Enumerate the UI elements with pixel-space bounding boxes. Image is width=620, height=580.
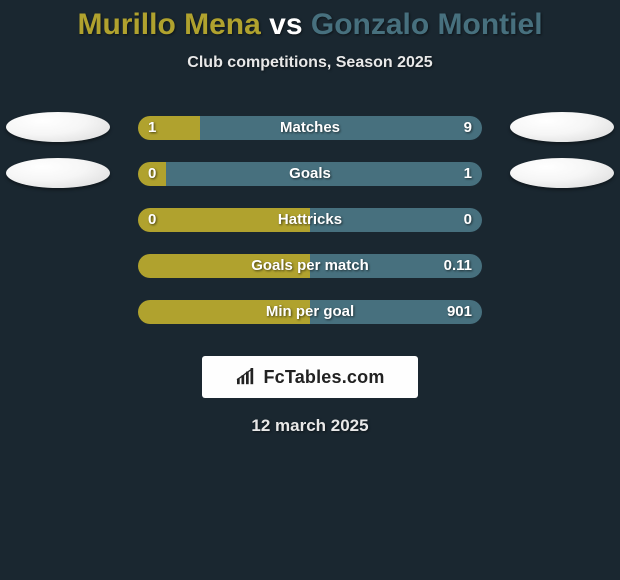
stat-label: Goals per match [138, 254, 482, 278]
stat-label: Matches [138, 116, 482, 140]
stat-label: Goals [138, 162, 482, 186]
stat-row: 0.11Goals per match [0, 248, 620, 294]
player2-orb [510, 112, 614, 142]
player1-orb [6, 158, 110, 188]
player1-orb [6, 112, 110, 142]
stat-row: 901Min per goal [0, 294, 620, 340]
stat-label: Min per goal [138, 300, 482, 324]
vs-text: vs [269, 8, 302, 41]
bar-chart-icon [235, 368, 257, 386]
date: 12 march 2025 [0, 416, 620, 436]
stat-label: Hattricks [138, 208, 482, 232]
stats-container: 19Matches01Goals00Hattricks0.11Goals per… [0, 110, 620, 340]
logo-text: FcTables.com [263, 367, 384, 388]
logo-box[interactable]: FcTables.com [202, 356, 418, 398]
player2-orb [510, 158, 614, 188]
stat-row: 19Matches [0, 110, 620, 156]
player2-name: Gonzalo Montiel [311, 8, 543, 41]
player1-name: Murillo Mena [77, 8, 260, 41]
comparison-title: Murillo Mena vs Gonzalo Montiel [0, 0, 620, 42]
stat-row: 00Hattricks [0, 202, 620, 248]
subtitle: Club competitions, Season 2025 [0, 54, 620, 72]
stat-row: 01Goals [0, 156, 620, 202]
